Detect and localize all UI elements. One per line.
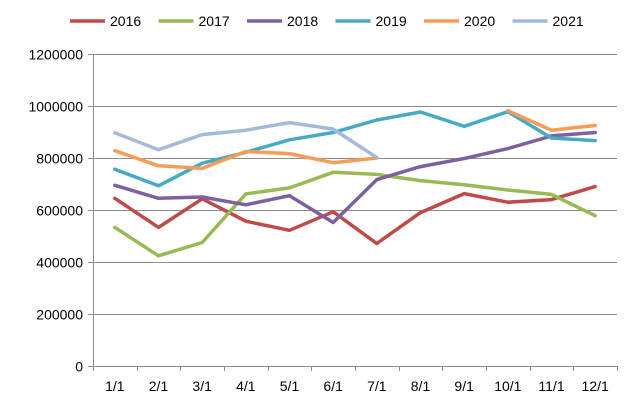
legend-label: 2017 <box>199 13 230 29</box>
x-tick-label: 9/1 <box>454 378 474 394</box>
x-tick-label: 10/1 <box>494 378 521 394</box>
series-line-2016 <box>115 187 595 244</box>
x-tick-label: 2/1 <box>149 378 169 394</box>
legend-label: 2019 <box>376 13 407 29</box>
legend-item-2019: 2019 <box>336 13 407 29</box>
series-lines <box>115 111 595 256</box>
legend-label: 2021 <box>553 13 584 29</box>
x-tick-label: 11/1 <box>538 378 564 394</box>
x-tick-label: 6/1 <box>323 378 343 394</box>
x-tick-label: 1/1 <box>105 378 125 394</box>
series-line-2020 <box>115 151 377 169</box>
legend-item-2018: 2018 <box>247 13 318 29</box>
x-tick-label: 7/1 <box>367 378 387 394</box>
series-2016 <box>115 187 595 244</box>
y-tick-label: 0 <box>75 359 83 375</box>
y-axis-ticks: 0 200000 400000 600000 800000 1000000 1200000 <box>28 47 93 375</box>
x-tick-label: 4/1 <box>236 378 256 394</box>
legend-item-2021: 2021 <box>513 13 584 29</box>
y-tick-label: 400000 <box>36 255 83 271</box>
gridlines <box>93 55 617 315</box>
y-tick-label: 1000000 <box>28 99 83 115</box>
legend-label: 2018 <box>287 13 318 29</box>
x-tick-label: 8/1 <box>411 378 431 394</box>
y-tick-label: 1200000 <box>28 47 83 63</box>
legend: 2016 2017 2018 2019 2020 2021 <box>70 13 584 29</box>
y-tick-label: 600000 <box>36 203 83 219</box>
y-tick-label: 800000 <box>36 151 83 167</box>
legend-item-2017: 2017 <box>159 13 230 29</box>
legend-item-2016: 2016 <box>70 13 141 29</box>
x-axis-ticks: 1/1 2/1 3/1 4/1 5/1 6/1 7/1 8/1 9/1 10/1 11/1 12/1 <box>94 366 618 394</box>
x-tick-label: 5/1 <box>280 378 300 394</box>
legend-label: 2016 <box>110 13 141 29</box>
y-tick-label: 200000 <box>36 307 83 323</box>
x-tick-label: 3/1 <box>192 378 212 394</box>
legend-item-2020: 2020 <box>424 13 495 29</box>
legend-label: 2020 <box>464 13 495 29</box>
series-2017 <box>115 172 595 256</box>
series-line-2017 <box>115 172 595 256</box>
x-tick-label: 12/1 <box>582 378 609 394</box>
